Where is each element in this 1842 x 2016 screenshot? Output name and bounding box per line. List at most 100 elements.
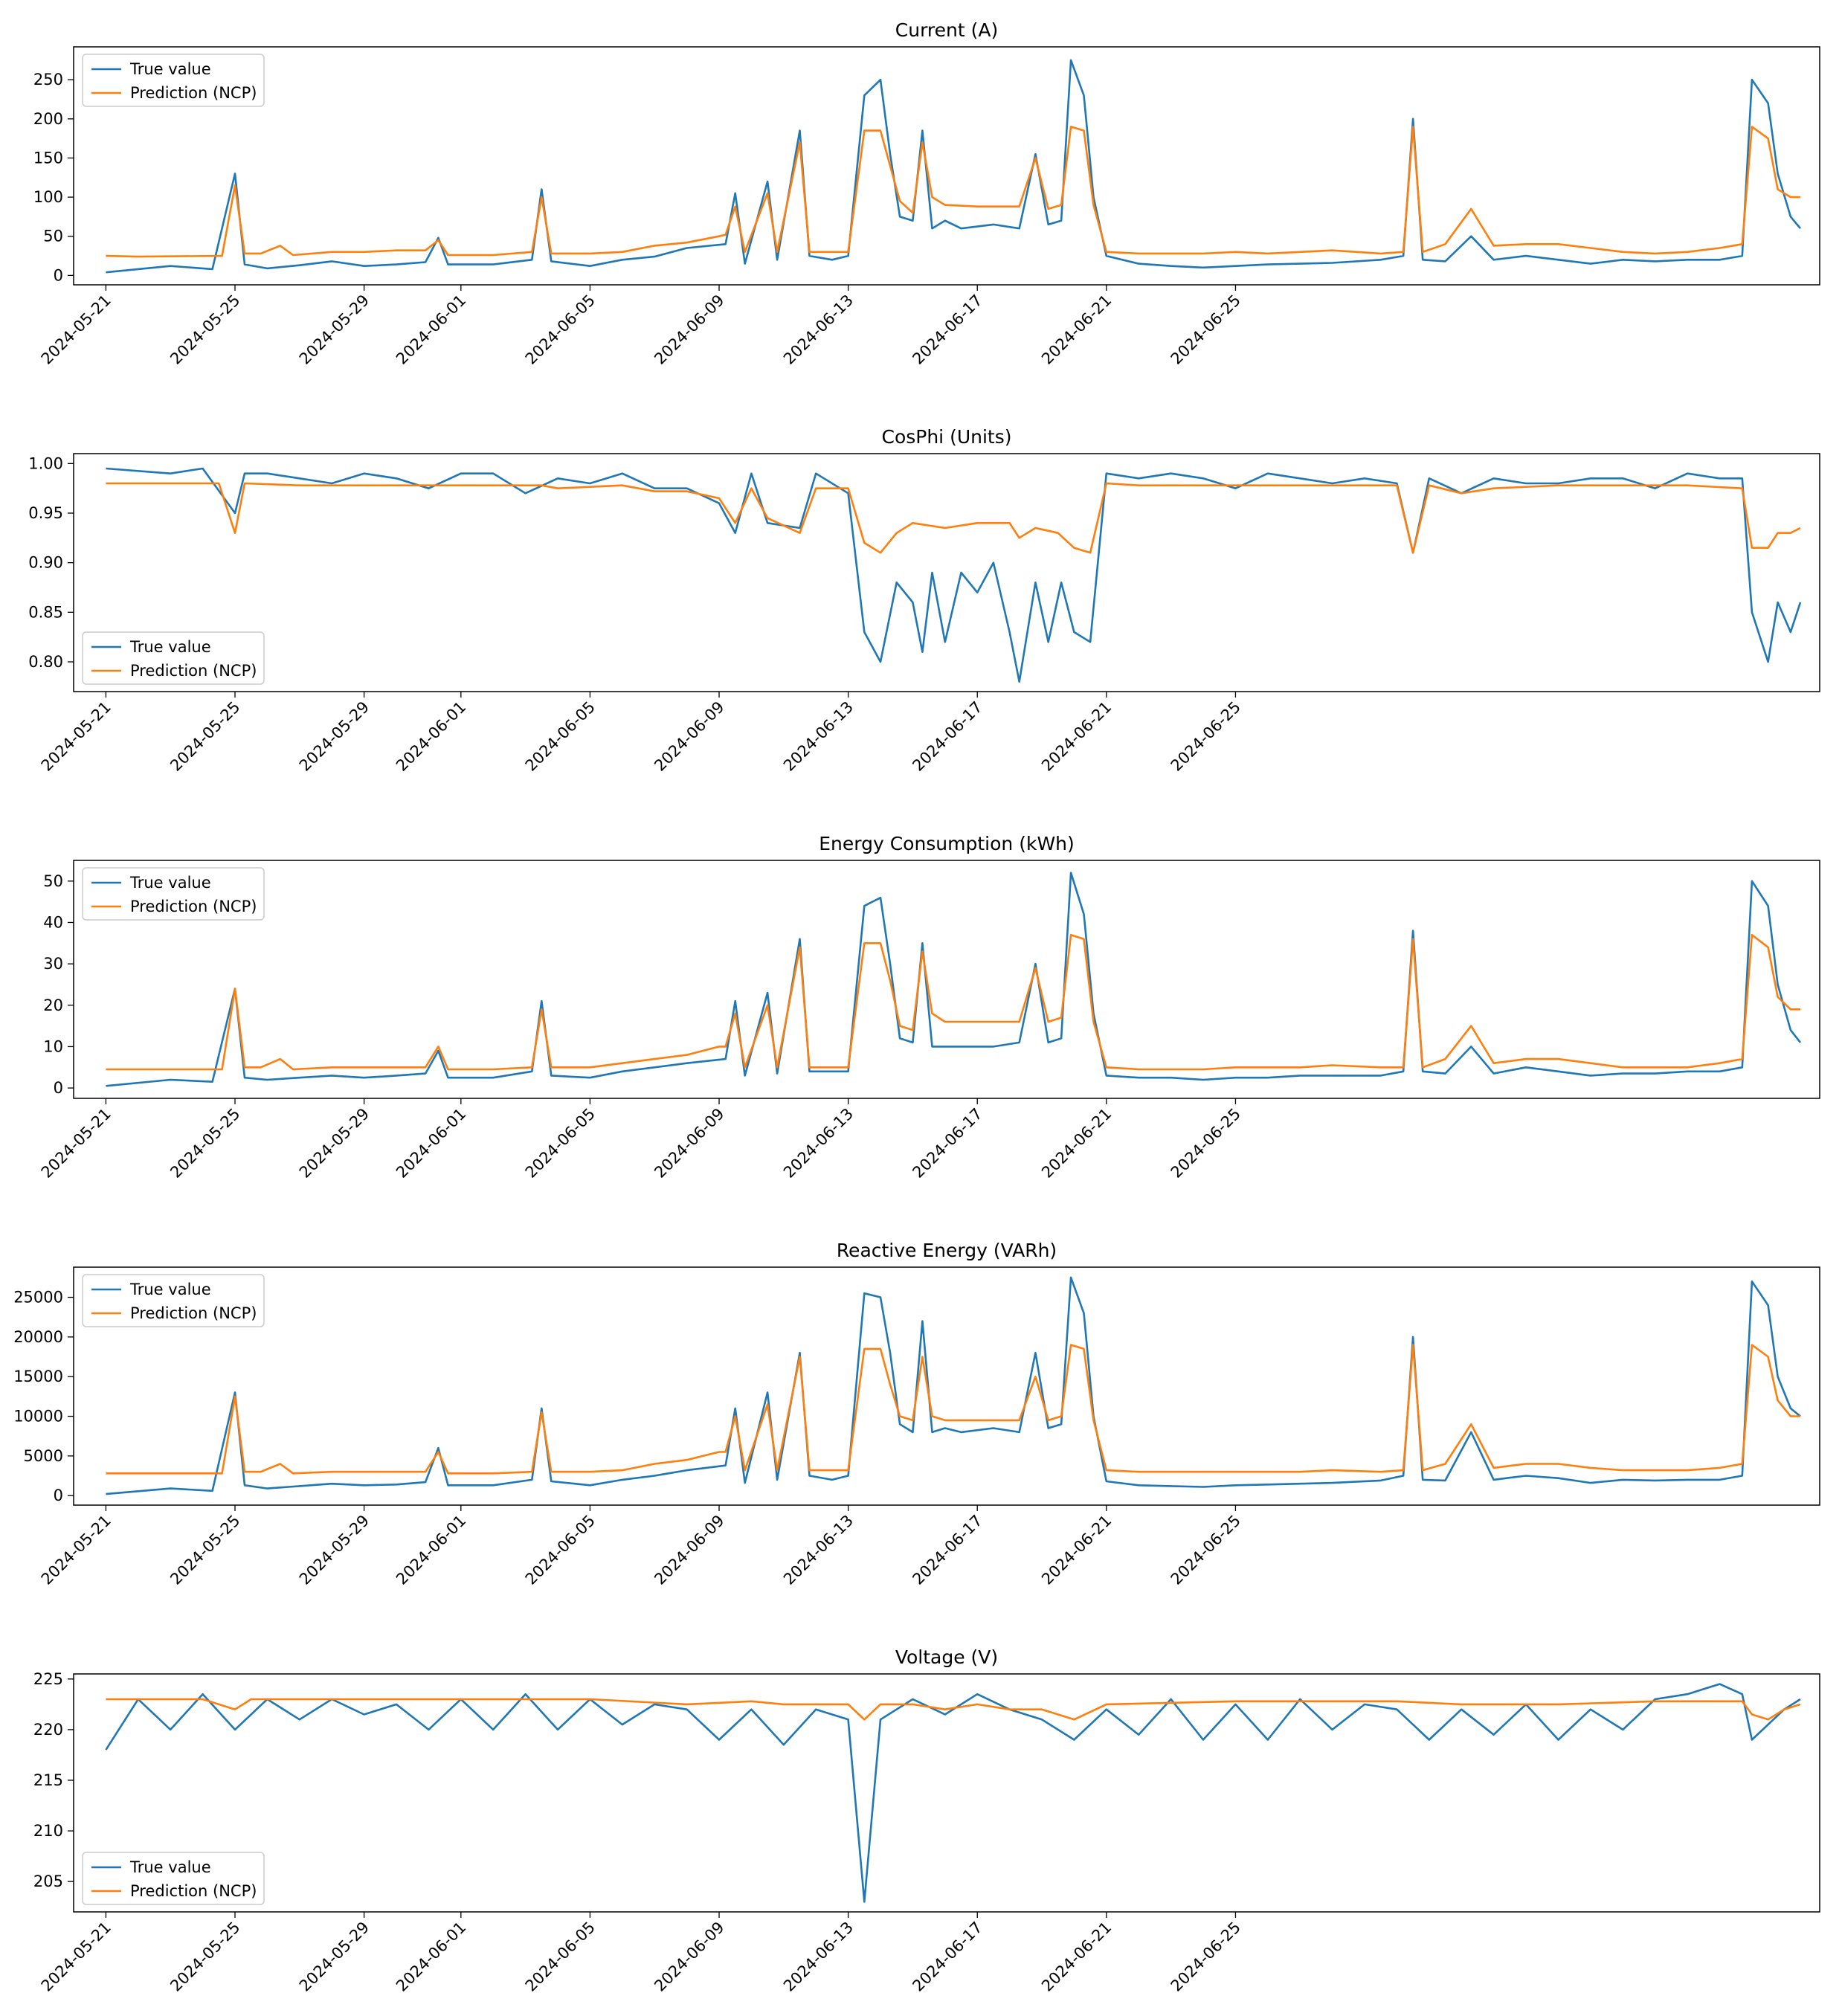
y-tick-label: 150 — [33, 149, 63, 167]
true-value-line — [106, 467, 1802, 683]
x-tick-label: 2024-06-01 — [393, 1919, 469, 1995]
x-tick-label: 2024-06-21 — [1038, 698, 1115, 775]
y-tick-label: 30 — [43, 955, 63, 973]
y-tick-label: 20 — [43, 996, 63, 1014]
y-tick-label: 20000 — [13, 1328, 63, 1346]
x-tick-label: 2024-06-05 — [522, 292, 599, 368]
legend-prediction-label: Prediction (NCP) — [130, 1304, 257, 1322]
x-tick-label: 2024-06-21 — [1038, 292, 1115, 368]
x-tick-label: 2024-05-21 — [38, 1512, 115, 1588]
x-tick-label: 2024-05-21 — [38, 1105, 115, 1182]
x-tick-label: 2024-06-25 — [1168, 698, 1244, 775]
chart-title: Voltage (V) — [895, 1646, 998, 1668]
legend-prediction-label: Prediction (NCP) — [130, 662, 257, 680]
chart-title: Current (A) — [895, 19, 998, 41]
chart-title: Energy Consumption (kWh) — [819, 833, 1075, 854]
legend-prediction-label: Prediction (NCP) — [130, 898, 257, 915]
x-tick-label: 2024-06-13 — [780, 1512, 857, 1588]
y-tick-label: 0.80 — [28, 653, 63, 671]
x-tick-label: 2024-05-29 — [296, 1105, 373, 1182]
x-tick-label: 2024-05-29 — [296, 1919, 373, 1995]
x-tick-label: 2024-06-05 — [522, 1919, 599, 1995]
y-tick-label: 40 — [43, 913, 63, 931]
y-tick-label: 0 — [54, 266, 63, 284]
y-tick-label: 100 — [33, 188, 63, 206]
chart-panel-0: Current (A) 0 50 100 150 200 250 2024-05-21 2024… — [33, 19, 1820, 368]
chart-title: Reactive Energy (VARh) — [837, 1240, 1057, 1261]
x-tick-label: 2024-06-17 — [909, 1919, 985, 1995]
legend-box — [82, 1852, 265, 1905]
y-tick-label: 0.85 — [28, 603, 63, 621]
y-tick-label: 220 — [33, 1721, 63, 1739]
x-tick-label: 2024-06-05 — [522, 1512, 599, 1588]
x-tick-label: 2024-06-25 — [1168, 292, 1244, 368]
prediction-line — [106, 1344, 1800, 1475]
plot-frame — [73, 1266, 1820, 1506]
x-tick-label: 2024-06-09 — [651, 1512, 727, 1588]
y-tick-label: 1.00 — [28, 454, 63, 472]
chart-panel-1: CosPhi (Units) 0.80 0.85 0.90 0.95 1.00 2024-0… — [28, 426, 1820, 775]
chart-panel-4: Voltage (V) 205 210 215 220 225 2024-05-21 2024… — [33, 1646, 1820, 1995]
y-tick-label: 0 — [54, 1487, 63, 1504]
y-tick-label: 0.90 — [28, 554, 63, 572]
y-tick-label: 215 — [33, 1771, 63, 1789]
y-tick-label: 210 — [33, 1822, 63, 1840]
x-tick-label: 2024-05-29 — [296, 1512, 373, 1588]
y-tick-label: 0.95 — [28, 504, 63, 522]
legend-prediction-label: Prediction (NCP) — [130, 84, 257, 102]
y-tick-label: 10000 — [13, 1408, 63, 1426]
legend-prediction-label: Prediction (NCP) — [130, 1882, 257, 1900]
legend-true-value-label: True value — [129, 1858, 211, 1876]
x-tick-label: 2024-06-21 — [1038, 1105, 1115, 1182]
x-tick-label: 2024-06-09 — [651, 1105, 727, 1182]
y-tick-label: 25000 — [13, 1289, 63, 1307]
prediction-line — [106, 482, 1801, 554]
x-tick-label: 2024-06-01 — [393, 1105, 469, 1182]
true-value-line — [106, 1276, 1801, 1495]
x-tick-label: 2024-05-25 — [167, 1919, 243, 1995]
true-value-line — [106, 59, 1802, 274]
y-tick-label: 225 — [33, 1670, 63, 1688]
y-tick-label: 15000 — [13, 1368, 63, 1385]
y-tick-label: 5000 — [24, 1447, 63, 1465]
x-tick-label: 2024-05-21 — [38, 292, 115, 368]
x-tick-label: 2024-06-25 — [1168, 1512, 1244, 1588]
x-tick-label: 2024-05-25 — [167, 292, 243, 368]
legend-box — [82, 1274, 265, 1327]
x-tick-label: 2024-06-13 — [780, 698, 857, 775]
y-tick-label: 50 — [43, 872, 63, 890]
x-tick-label: 2024-06-17 — [909, 292, 985, 368]
x-tick-label: 2024-06-17 — [909, 698, 985, 775]
chart-panel-3: Reactive Energy (VARh) 0 5000 10000 15000 200… — [13, 1240, 1820, 1588]
plot-frame — [73, 46, 1820, 286]
legend: True value Prediction (NCP) — [82, 867, 265, 921]
y-tick-label: 200 — [33, 110, 63, 128]
y-tick-label: 10 — [43, 1037, 63, 1055]
x-tick-label: 2024-06-01 — [393, 292, 469, 368]
true-value-line — [105, 1683, 1801, 1903]
y-tick-label: 205 — [33, 1872, 63, 1890]
x-tick-label: 2024-05-25 — [167, 698, 243, 775]
legend-true-value-label: True value — [129, 638, 211, 656]
chart-panel-2: Energy Consumption (kWh) 0 10 20 30 40 50 2024-… — [38, 833, 1820, 1182]
true-value-line — [106, 872, 1802, 1087]
plot-frame — [73, 1673, 1820, 1913]
legend-true-value-label: True value — [129, 60, 211, 78]
x-tick-label: 2024-05-25 — [167, 1512, 243, 1588]
x-tick-label: 2024-06-25 — [1168, 1105, 1244, 1182]
x-tick-label: 2024-05-25 — [167, 1105, 243, 1182]
y-tick-label: 0 — [54, 1079, 63, 1097]
legend: True value Prediction (NCP) — [82, 1274, 265, 1327]
x-tick-label: 2024-06-21 — [1038, 1512, 1115, 1588]
x-tick-label: 2024-06-09 — [651, 698, 727, 775]
legend-box — [82, 867, 265, 921]
legend-true-value-label: True value — [129, 874, 211, 892]
legend-box — [82, 54, 265, 107]
x-tick-label: 2024-06-09 — [651, 292, 727, 368]
x-tick-label: 2024-05-29 — [296, 698, 373, 775]
x-tick-label: 2024-06-01 — [393, 698, 469, 775]
x-tick-label: 2024-06-01 — [393, 1512, 469, 1588]
x-tick-label: 2024-06-13 — [780, 292, 857, 368]
plot-frame — [73, 860, 1820, 1099]
